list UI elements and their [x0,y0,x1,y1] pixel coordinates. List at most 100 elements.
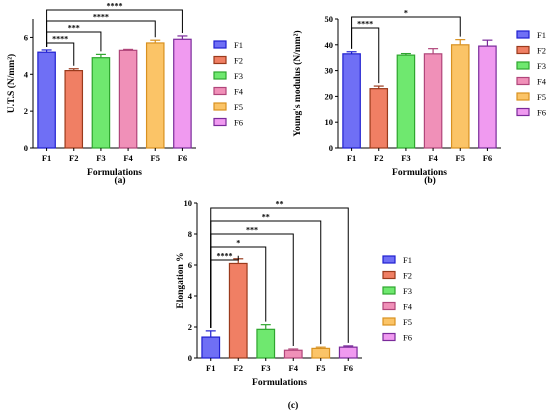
y-axis-label: Young's modulus (N/mm²) [292,30,303,136]
legend-swatch-f6 [382,332,396,342]
bar-f3 [91,57,111,149]
x-tick-label: F5 [456,153,465,163]
x-tick-label: F3 [401,153,410,163]
y-tick-label: 8 [188,229,192,239]
legend-label-f5: F5 [403,317,412,327]
legend-label-f5: F5 [537,92,546,102]
x-tick-label: F6 [344,363,353,373]
y-tick-label: 4 [24,69,29,79]
significance-label: * [404,9,408,18]
legend-label-f4: F4 [234,87,244,97]
x-tick-label: F6 [483,153,492,163]
significance-label: **** [52,35,68,44]
y-tick-label: 2 [188,322,192,332]
panel-label: (c) [288,400,299,411]
bar-f3 [396,54,416,149]
significance-bracket [46,9,183,47]
legend-swatch-f5 [382,317,396,326]
x-tick-label: F5 [151,153,160,163]
legend-swatch-f6 [213,117,227,127]
y-tick-label: 4 [188,291,193,301]
significance-label: **** [217,252,233,261]
legend-swatch-f5 [213,102,227,111]
x-axis-label: Formulations [87,168,142,178]
y-tick-label: 10 [325,117,334,127]
y-tick-label: 10 [184,198,193,208]
y-tick-label: 2 [24,106,28,116]
legend-swatch-f4 [213,86,227,96]
x-tick-label: F4 [289,363,299,373]
bar-f6 [173,38,192,149]
panel-label: (a) [114,175,125,186]
x-tick-label: F1 [42,153,51,163]
significance-bracket [210,207,349,343]
legend-swatch-f4 [516,76,530,86]
x-tick-label: F2 [234,363,243,373]
bar-f4 [283,349,303,359]
x-tick-label: F1 [347,153,356,163]
y-tick-label: 0 [188,353,192,363]
legend-swatch-f1 [213,40,227,49]
y-tick-label: 6 [188,260,192,270]
significance-bracket [351,16,461,49]
x-tick-label: F2 [374,153,383,163]
legend-label-f2: F2 [403,271,412,281]
significance-label: *** [246,226,258,235]
legend-swatch-f3 [382,286,396,295]
y-tick-label: 40 [325,40,334,50]
bar-f1 [342,53,361,149]
x-tick-label: F3 [96,153,105,163]
bar-f1 [37,51,56,149]
legend-label-f1: F1 [537,30,546,40]
y-tick-label: 0 [329,143,333,153]
bar-f2 [228,262,248,359]
significance-label: **** [93,13,109,22]
legend-swatch-f4 [382,301,396,311]
legend-label-f2: F2 [234,56,243,66]
legend-label-f1: F1 [403,255,412,265]
y-axis-label: Elongation % [176,252,186,308]
legend-label-f6: F6 [403,333,412,343]
legend-swatch-f2 [516,45,530,55]
bar-f4 [423,53,443,149]
bar-f5 [450,44,470,149]
legend-swatch-f3 [516,61,530,70]
significance-label: **** [357,20,373,29]
bar-f5 [145,42,165,149]
y-tick-label: 6 [24,32,28,42]
significance-label: **** [107,2,123,11]
x-tick-label: F3 [261,363,270,373]
legend-swatch-f1 [516,30,530,39]
bar-f6 [478,45,497,149]
panel-label: (b) [424,175,436,186]
legend-swatch-f3 [213,71,227,80]
significance-label: ** [276,200,284,209]
x-axis-label: Formulations [252,378,307,388]
legend-label-f3: F3 [234,71,243,81]
legend-swatch-f6 [516,107,530,117]
bar-f1 [201,336,221,359]
legend-swatch-f2 [382,270,396,280]
bar-f3 [256,328,276,359]
significance-label: ** [262,213,270,222]
legend-swatch-f1 [382,255,396,264]
y-tick-label: 50 [325,14,334,24]
y-tick-label: 20 [325,91,334,101]
legend-swatch-f2 [213,55,227,65]
significance-label: * [236,239,240,248]
x-tick-label: F4 [123,153,133,163]
x-tick-label: F1 [206,363,215,373]
significance-label: *** [68,24,80,33]
legend-label-f6: F6 [234,118,243,128]
y-tick-label: 30 [325,66,334,76]
x-tick-label: F2 [69,153,78,163]
x-tick-label: F6 [178,153,187,163]
bar-f5 [311,347,331,359]
legend-label-f4: F4 [403,302,413,312]
bar-f2 [64,69,84,149]
bar-f4 [118,49,138,149]
legend-label-f3: F3 [403,286,412,296]
legend-label-f3: F3 [537,61,546,71]
